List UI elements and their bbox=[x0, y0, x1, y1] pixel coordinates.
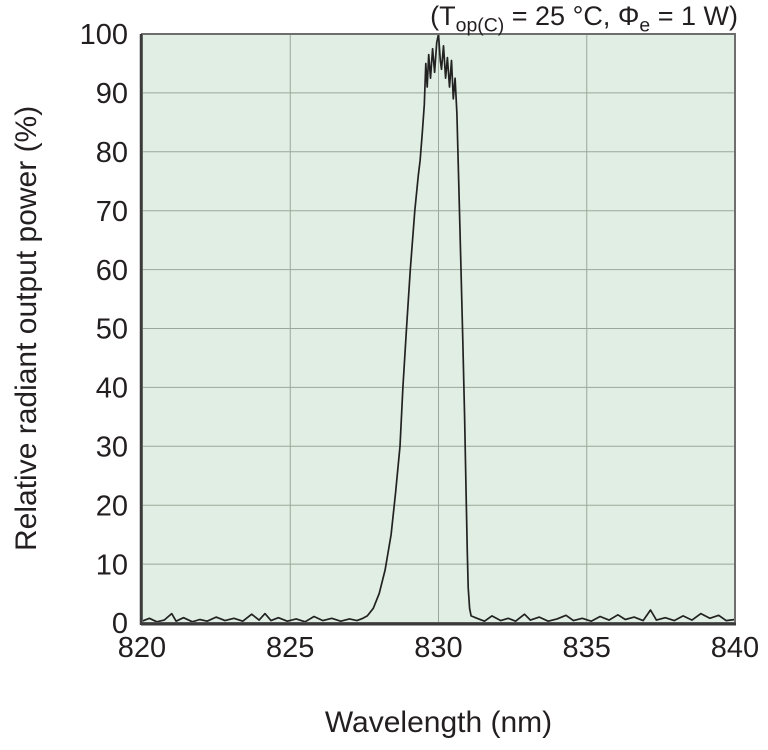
y-tick-label: 30 bbox=[96, 431, 128, 463]
x-tick-label: 830 bbox=[414, 632, 462, 664]
phi-symbol: Φ bbox=[617, 1, 640, 31]
y-tick-label: 50 bbox=[96, 314, 128, 346]
annotation-text: (T bbox=[430, 1, 456, 31]
y-tick-label: 20 bbox=[96, 490, 128, 522]
y-tick-label: 60 bbox=[96, 255, 128, 287]
y-tick-label: 10 bbox=[96, 549, 128, 581]
x-tick-label: 825 bbox=[266, 632, 314, 664]
x-tick-label: 840 bbox=[711, 632, 759, 664]
y-tick-label: 100 bbox=[80, 19, 128, 51]
y-tick-label: 80 bbox=[96, 137, 128, 169]
y-axis-title: Relative radiant output power (%) bbox=[10, 105, 43, 552]
x-tick-label: 835 bbox=[563, 632, 611, 664]
y-tick-label: 90 bbox=[96, 78, 128, 110]
annotation-text: = 1 W) bbox=[650, 1, 738, 31]
annotation-subscript-e: e bbox=[639, 14, 651, 37]
x-tick-label: 820 bbox=[118, 632, 166, 664]
y-tick-label: 70 bbox=[96, 196, 128, 228]
conditions-annotation: (Top(C) = 25 °C, Φe = 1 W) bbox=[430, 1, 738, 35]
y-tick-label: 0 bbox=[112, 608, 128, 640]
annotation-text: = 25 °C, bbox=[504, 1, 618, 31]
y-tick-label: 40 bbox=[96, 373, 128, 405]
x-axis-title: Wavelength (nm) bbox=[324, 706, 553, 739]
annotation-subscript-top: op(C) bbox=[455, 14, 505, 37]
